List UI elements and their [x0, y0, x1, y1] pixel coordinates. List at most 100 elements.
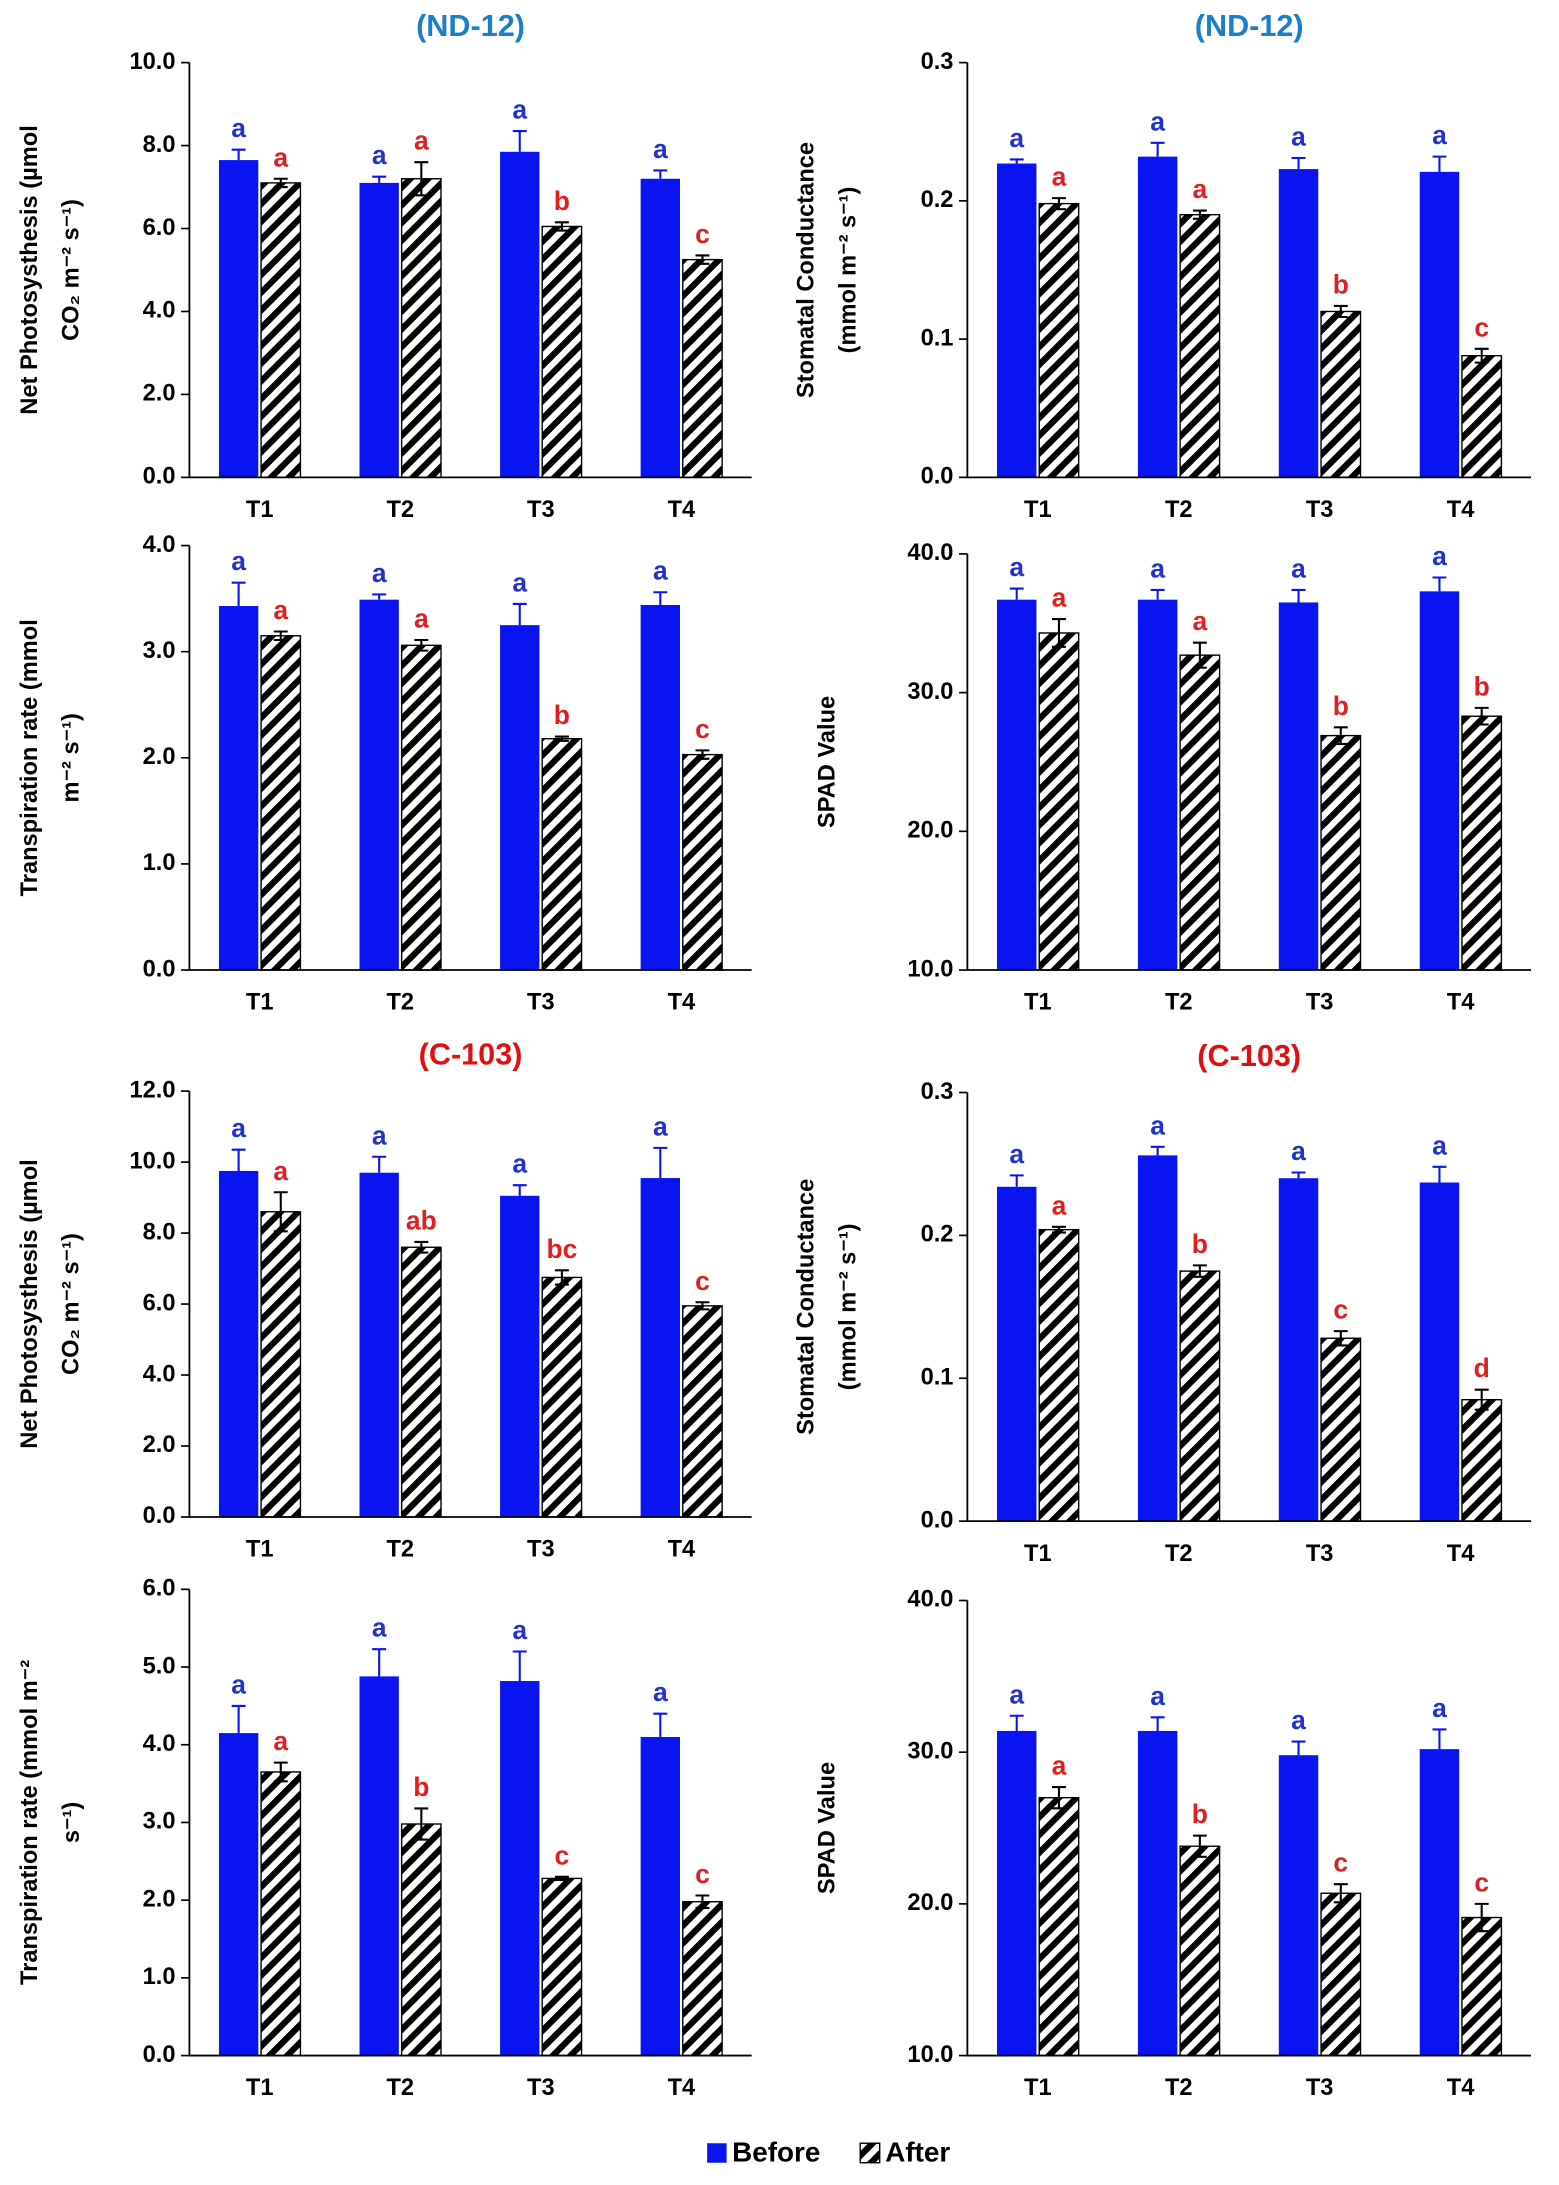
significance-label: a — [653, 1677, 668, 1707]
bar — [218, 1733, 259, 2056]
y-tick-label: 8.0 — [143, 1219, 176, 1245]
error-bar — [512, 602, 527, 626]
bar — [1179, 1845, 1221, 2057]
error-bar — [1474, 1388, 1489, 1411]
significance-label: a — [1432, 1130, 1447, 1160]
significance-label: a — [372, 1613, 387, 1643]
error-bar — [653, 591, 668, 605]
significance-label: a — [1432, 541, 1447, 571]
x-tick-label: T2 — [1165, 990, 1193, 1016]
significance-label: a — [1150, 1110, 1165, 1140]
bar — [541, 1877, 583, 2057]
y-tick-label: 4.0 — [143, 1361, 176, 1387]
bar — [1320, 734, 1362, 971]
y-tick-label: 40.0 — [907, 540, 953, 566]
bar — [500, 1195, 540, 1517]
significance-label: a — [1052, 583, 1067, 613]
axis — [966, 1600, 1532, 2057]
x-tick-label: T4 — [1447, 990, 1475, 1016]
error-bar — [372, 593, 387, 600]
error-bar — [695, 254, 710, 265]
error-bar — [414, 161, 429, 197]
x-tick-label: T3 — [527, 2075, 555, 2101]
bar — [996, 163, 1037, 478]
significance-label: a — [1150, 553, 1165, 583]
bar — [1278, 602, 1319, 971]
significance-label: b — [1192, 1799, 1208, 1829]
bar — [260, 1211, 302, 1518]
significance-label: a — [1150, 1681, 1165, 1711]
significance-label: a — [231, 1669, 246, 1699]
y-tick-label: 6.0 — [143, 1290, 176, 1316]
axis — [188, 1589, 752, 2057]
significance-label: b — [1333, 691, 1349, 721]
bar — [260, 182, 302, 479]
error-bar — [554, 735, 569, 742]
y-tick-label: 1.0 — [143, 850, 176, 876]
significance-label: a — [273, 142, 288, 172]
y-tick-label: 0.1 — [921, 325, 954, 351]
significance-label: a — [1291, 1705, 1306, 1735]
significance-label: a — [273, 1726, 288, 1756]
significance-label: c — [695, 1266, 710, 1296]
axis — [188, 62, 752, 479]
error-bar — [372, 1648, 387, 1677]
y-axis-label: Transpiration rate (mmol — [17, 619, 43, 896]
significance-label: a — [512, 1615, 527, 1645]
bar — [1320, 1892, 1362, 2057]
x-tick-label: T4 — [1447, 497, 1475, 523]
bar — [541, 225, 583, 479]
chart-title: (ND-12) — [1195, 9, 1304, 43]
bar — [682, 258, 723, 479]
y-tick-label: 0.3 — [921, 49, 954, 75]
bar — [1278, 169, 1319, 478]
bar — [500, 625, 540, 971]
bar — [1137, 156, 1178, 478]
significance-label: a — [1291, 1136, 1306, 1166]
significance-label: b — [1192, 1229, 1208, 1259]
legend-label: Before — [732, 2137, 820, 2168]
significance-label: a — [1009, 1139, 1024, 1169]
bar — [359, 182, 399, 478]
error-bar — [1432, 155, 1447, 172]
y-tick-label: 0.2 — [921, 1222, 954, 1248]
error-bar — [1051, 1786, 1066, 1810]
x-tick-label: T1 — [246, 497, 274, 523]
y-tick-label: 10.0 — [129, 1148, 175, 1174]
x-tick-label: T3 — [1306, 497, 1334, 523]
bar — [996, 1186, 1037, 1522]
significance-label: a — [1150, 106, 1165, 136]
error-bar — [1192, 1834, 1207, 1858]
significance-label: a — [414, 604, 429, 634]
bar — [1038, 632, 1080, 971]
bar — [1038, 1796, 1080, 2057]
error-bar — [1009, 587, 1024, 600]
y-tick-label: 0.0 — [921, 1507, 954, 1533]
bar — [218, 160, 259, 478]
significance-label: b — [554, 186, 570, 216]
y-tick-label: 6.0 — [143, 1576, 176, 1602]
significance-label: a — [231, 546, 246, 576]
significance-label: a — [512, 95, 527, 125]
bar — [1137, 1730, 1178, 2056]
error-bar — [273, 1191, 288, 1233]
error-bar — [1333, 726, 1348, 745]
error-bar — [1051, 618, 1066, 648]
bar — [640, 1736, 680, 2056]
y-axis-label: SPAD Value — [814, 1762, 840, 1894]
significance-label: a — [1193, 174, 1208, 204]
error-bar — [1150, 588, 1165, 600]
x-tick-label: T1 — [1024, 990, 1052, 1016]
x-tick-label: T1 — [1024, 497, 1052, 523]
chart-title: (C-103) — [419, 1037, 523, 1071]
significance-label: d — [1474, 1353, 1490, 1383]
significance-label: a — [1432, 1693, 1447, 1723]
error-bar — [231, 1148, 246, 1171]
error-bar — [1432, 1165, 1447, 1183]
x-tick-label: T2 — [386, 2075, 414, 2101]
significance-label: c — [695, 1859, 710, 1889]
axis — [966, 553, 1532, 971]
error-bar — [695, 749, 710, 760]
bar — [1461, 715, 1503, 971]
